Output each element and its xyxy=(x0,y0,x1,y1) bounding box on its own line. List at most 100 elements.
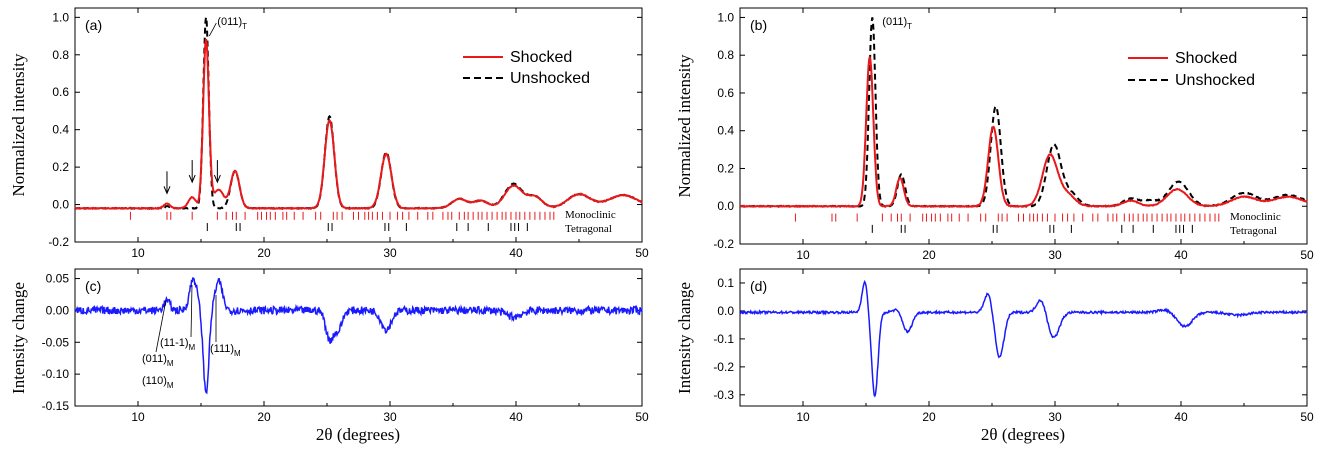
y-tick-label: 0.4 xyxy=(52,123,69,137)
legend-a: Shocked Unshocked xyxy=(463,49,590,87)
series-group-b xyxy=(739,17,1308,209)
phase-marks-b xyxy=(794,213,1220,233)
annotation-111-m: (111)M xyxy=(210,343,241,358)
y-tick-label: -0.2 xyxy=(713,360,734,374)
plot-frame-d xyxy=(739,268,1308,407)
annotation-11-1-m: (11-1)M xyxy=(160,337,196,352)
x-tick-label: 30 xyxy=(383,246,397,260)
y-tick-label: -0.15 xyxy=(42,399,70,413)
y-axis-title-b: Normalized intensity xyxy=(675,54,694,198)
legend-label-shocked-a: Shocked xyxy=(510,49,572,66)
y-axis-title-c: Intensity change xyxy=(9,282,28,394)
x-tick-label: 30 xyxy=(1048,248,1062,262)
series-line-intensity-change-d xyxy=(739,279,1308,398)
y-tick-label: 0.0 xyxy=(717,304,734,318)
y-tick-label: 0.6 xyxy=(717,86,734,100)
panel-label-a: (a) xyxy=(85,17,102,33)
peak-arrows-a xyxy=(163,160,221,195)
axis-ticks-d: 10 20 30 40 50 -0.3 -0.2 -0.1 0.0 0.1 xyxy=(713,269,1314,424)
peak-arrow-head xyxy=(188,174,196,184)
plot-frame-a xyxy=(74,7,643,243)
series-line-shocked-a xyxy=(74,38,643,211)
series-line-shocked-b xyxy=(739,56,1308,209)
x-tick-label: 30 xyxy=(383,410,397,424)
y-tick-label: 0.8 xyxy=(52,48,69,62)
plot-frame-c xyxy=(74,268,643,407)
x-tick-label: 10 xyxy=(796,248,810,262)
panel-b: (b) Normalized intensity 10 20 30 40 50 -0.2 0… xyxy=(675,7,1314,262)
annotation-011-t-a: (011)T xyxy=(217,16,247,31)
annotation-011-m: (011)M xyxy=(142,353,174,368)
y-tick-label: -0.10 xyxy=(42,367,70,381)
x-tick-label: 40 xyxy=(1174,248,1188,262)
panel-label-b: (b) xyxy=(750,17,767,33)
y-tick-label: -0.05 xyxy=(42,335,70,349)
x-tick-label: 50 xyxy=(635,410,649,424)
y-tick-label: -0.2 xyxy=(713,237,734,251)
y-tick-label: -0.2 xyxy=(48,235,69,249)
annotation-pointer-a xyxy=(208,22,217,37)
peak-arrow-head xyxy=(213,174,221,184)
annotation-011-t-b: (011)T xyxy=(882,16,912,31)
axis-ticks-c: 10 20 30 40 50 -0.15 -0.10 -0.05 0.00 0.05 xyxy=(42,269,649,424)
legend-label-shocked-b: Shocked xyxy=(1175,50,1237,67)
series-group-c xyxy=(74,277,643,395)
y-tick-label: 0.2 xyxy=(52,160,69,174)
y-tick-label: 0.8 xyxy=(717,48,734,62)
y-tick-label: 1.0 xyxy=(52,10,69,24)
x-tick-label: 50 xyxy=(1300,410,1314,424)
phase-label-monoclinic-b: Monoclinic xyxy=(1230,211,1281,223)
x-tick-label: 10 xyxy=(796,410,810,424)
panel-d: (d) Intensity change 2θ (degrees) 10 20 30… xyxy=(675,268,1314,444)
x-axis-title-c: 2θ (degrees) xyxy=(316,425,400,444)
peak-arrow-head xyxy=(163,186,171,195)
legend-b: Shocked Unshocked xyxy=(1128,50,1255,89)
annotation-main: (011) xyxy=(217,16,242,28)
x-tick-label: 20 xyxy=(257,410,271,424)
y-tick-label: 0.05 xyxy=(46,272,70,286)
phase-label-tetragonal-a: Tetragonal xyxy=(565,223,612,235)
panel-a: (a) Normalized intensity 10 20 30 40 50 -0.2 0… xyxy=(9,7,649,260)
x-tick-label: 20 xyxy=(922,248,936,262)
y-tick-label: 0.4 xyxy=(717,124,734,138)
y-axis-title-d: Intensity change xyxy=(675,282,694,394)
x-axis-title-d: 2θ (degrees) xyxy=(981,425,1065,444)
series-line-unshocked-b xyxy=(739,17,1308,209)
annotation-sub: T xyxy=(907,22,912,31)
annotation-main: (011) xyxy=(882,16,907,28)
annotation-pointer-011-m xyxy=(155,299,167,353)
x-tick-label: 20 xyxy=(257,246,271,260)
y-tick-label: 0.0 xyxy=(52,198,69,212)
phase-label-tetragonal-b: Tetragonal xyxy=(1230,225,1277,237)
series-line-unshocked-a xyxy=(74,17,643,211)
panel-label-c: (c) xyxy=(85,278,101,294)
x-tick-label: 40 xyxy=(509,410,523,424)
series-group-a xyxy=(74,17,643,211)
annotation-pointer-11-1-m xyxy=(190,284,193,338)
y-axis-title-a: Normalized intensity xyxy=(9,53,28,197)
x-tick-label: 40 xyxy=(1174,410,1188,424)
annotation-sub: T xyxy=(242,22,247,31)
x-tick-label: 50 xyxy=(635,246,649,260)
phase-marks-a xyxy=(129,211,555,232)
y-tick-label: 0.6 xyxy=(52,85,69,99)
y-tick-label: 0.00 xyxy=(46,303,70,317)
panel-c: (c) Intensity change 2θ (degrees) 10 20 30… xyxy=(9,268,649,444)
y-tick-label: -0.1 xyxy=(713,332,734,346)
series-line-intensity-change-c xyxy=(74,277,643,395)
axis-ticks-a: 10 20 30 40 50 -0.2 0.0 0.2 0.4 0.6 0.8 1.0 xyxy=(48,8,649,260)
x-tick-label: 50 xyxy=(1300,248,1314,262)
y-tick-label: 0.2 xyxy=(717,161,734,175)
y-tick-label: 1.0 xyxy=(717,10,734,24)
x-tick-label: 10 xyxy=(131,410,145,424)
panel-label-d: (d) xyxy=(750,278,767,294)
y-tick-label: 0.1 xyxy=(717,276,734,290)
x-tick-label: 30 xyxy=(1048,410,1062,424)
y-tick-label: 0.0 xyxy=(717,199,734,213)
plot-frame-b xyxy=(739,7,1308,245)
x-tick-label: 20 xyxy=(922,410,936,424)
annotation-110-m: (110)M xyxy=(142,375,174,390)
legend-label-unshocked-b: Unshocked xyxy=(1175,72,1255,89)
y-tick-label: -0.3 xyxy=(713,388,734,402)
